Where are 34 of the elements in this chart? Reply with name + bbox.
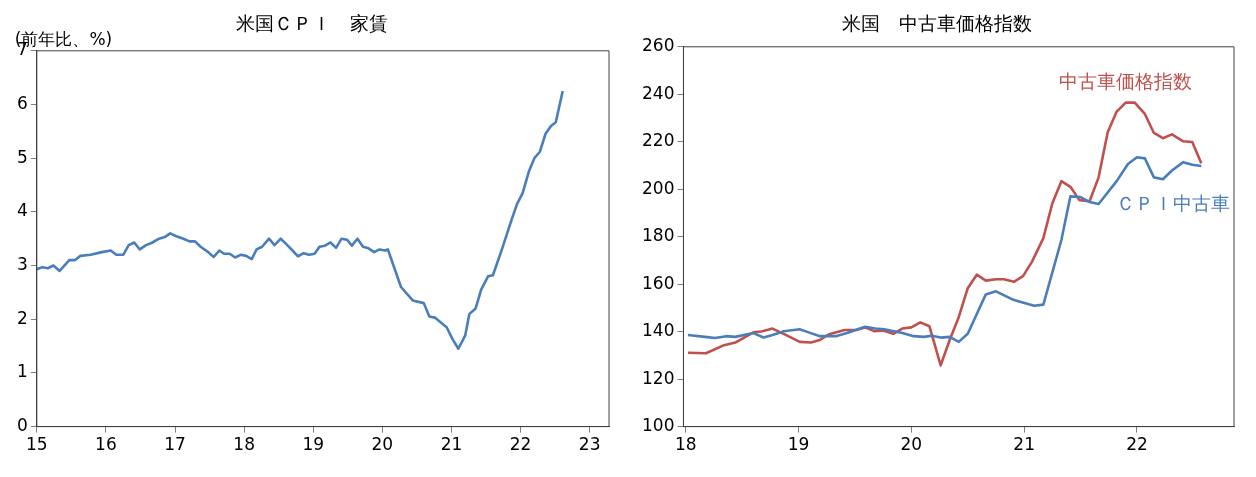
- x-tick-label: 22: [1126, 434, 1148, 455]
- chart-title: 米国ＣＰＩ 家賃: [235, 12, 388, 35]
- x-tick-label: 19: [787, 434, 810, 455]
- y-tick-label: 240: [641, 82, 675, 103]
- y-tick-label: 0: [16, 415, 28, 436]
- x-tick-label: 17: [164, 434, 186, 455]
- y-tick-label: 4: [16, 200, 28, 221]
- y-tick-label: 6: [16, 92, 28, 113]
- y-tick-label: 200: [641, 177, 675, 198]
- x-tick-label: 18: [233, 434, 255, 455]
- y-tick-label: 2: [16, 307, 28, 328]
- x-tick-label: 23: [578, 434, 601, 455]
- x-tick-label: 18: [674, 434, 697, 455]
- y-tick-label: 1: [16, 361, 28, 382]
- y-tick-label: 140: [641, 320, 675, 341]
- x-tick-label: 22: [509, 434, 532, 455]
- y-tick-label: 120: [641, 367, 675, 388]
- x-tick-label: 21: [1013, 434, 1035, 455]
- chart-title: 米国 中古車価格指数: [841, 12, 1032, 35]
- y-tick-label: 220: [641, 130, 675, 151]
- x-tick-label: 21: [440, 434, 463, 455]
- y-tick-label: 180: [641, 225, 675, 246]
- y-tick-label: 260: [641, 35, 675, 56]
- x-tick-label: 20: [371, 434, 394, 455]
- series-label: ＣＰＩ中古車: [1116, 192, 1230, 215]
- x-tick-label: 19: [302, 434, 325, 455]
- y-tick-label: 3: [16, 253, 28, 274]
- x-tick-label: 20: [900, 434, 923, 455]
- x-tick-label: 15: [26, 434, 48, 455]
- y-tick-label: 100: [641, 415, 675, 436]
- y-tick-label: 160: [641, 272, 675, 293]
- y-tick-label: 5: [16, 146, 28, 167]
- series-label: 中古車価格指数: [1059, 70, 1193, 93]
- x-tick-label: 16: [95, 434, 117, 455]
